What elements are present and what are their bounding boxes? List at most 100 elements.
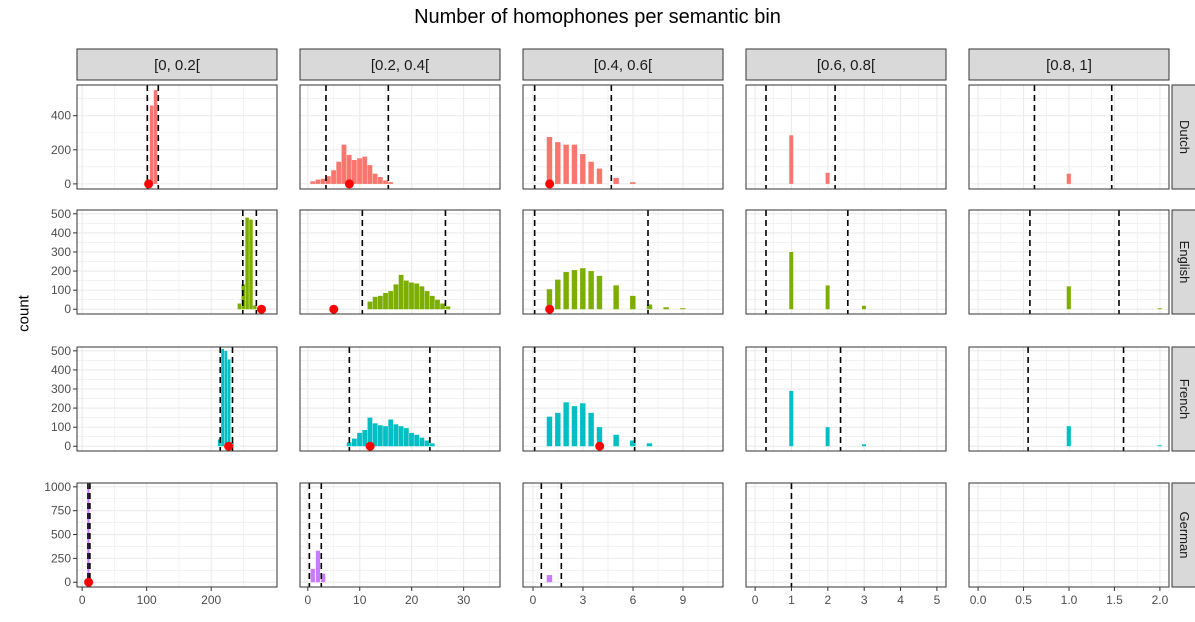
histogram-bar — [403, 280, 409, 310]
panel-background — [300, 85, 500, 189]
row-strip-label: English — [1177, 241, 1192, 284]
column-strip — [76, 48, 278, 81]
histogram-bar — [789, 390, 794, 447]
histogram-bar — [372, 173, 378, 184]
histogram-bar — [555, 279, 561, 310]
histogram-bar — [357, 432, 362, 447]
panel-background — [77, 347, 277, 451]
histogram-bar — [367, 165, 373, 184]
row-strip-label: German — [1177, 512, 1192, 559]
y-tick-label: 500 — [51, 344, 71, 358]
histogram-bar — [351, 160, 357, 184]
x-tick-label: 9 — [680, 593, 687, 607]
panel-border — [76, 346, 278, 452]
histogram-bar — [646, 443, 653, 447]
histogram-bar — [440, 303, 446, 310]
histogram-bar — [571, 144, 578, 184]
panel-border — [745, 482, 947, 588]
histogram-bar — [862, 444, 866, 447]
histogram-bar — [241, 284, 245, 310]
histogram-bar — [310, 181, 316, 184]
histogram-bar — [362, 430, 368, 447]
column-strip — [522, 48, 724, 81]
panel-border — [299, 209, 501, 315]
x-tick-label: 0 — [79, 593, 86, 607]
histogram-bar — [393, 284, 399, 310]
x-tick-label: 30 — [457, 593, 471, 607]
histogram-bar — [372, 296, 378, 310]
x-tick-label: 0 — [752, 593, 759, 607]
observed-point — [545, 179, 555, 189]
y-tick-label: 500 — [51, 207, 71, 221]
histogram-bar — [789, 135, 794, 184]
histogram-bar — [414, 434, 420, 447]
column-strip — [299, 48, 501, 81]
column-strip-label: [0.4, 0.6[ — [594, 57, 653, 74]
histogram-bar — [253, 305, 257, 310]
panel-border — [745, 84, 947, 190]
histogram-bar — [1157, 445, 1162, 447]
histogram-bar — [398, 426, 404, 447]
histogram-bar — [825, 427, 830, 447]
observed-point — [545, 304, 555, 314]
x-tick-label: 5 — [934, 593, 941, 607]
x-tick-label: 1.5 — [1106, 593, 1123, 607]
histogram-bar — [393, 424, 399, 447]
histogram-bar — [346, 154, 352, 184]
column-strip-label: [0.2, 0.4[ — [371, 57, 430, 74]
y-tick-label: 100 — [51, 283, 71, 297]
x-tick-label: 100 — [137, 593, 157, 607]
y-tick-label: 300 — [51, 245, 71, 259]
histogram-bar — [588, 161, 594, 184]
panel-border — [968, 209, 1170, 315]
histogram-bar — [825, 172, 830, 184]
histogram-bar — [563, 272, 569, 310]
chart-title: Number of homophones per semantic bin — [414, 6, 781, 28]
histogram-bar — [224, 350, 228, 447]
x-tick-label: 0 — [530, 593, 537, 607]
y-tick-label: 400 — [51, 363, 71, 377]
histogram-bar — [237, 303, 242, 310]
histogram-bar — [341, 144, 347, 184]
histogram-bar — [630, 182, 636, 184]
histogram-bar — [357, 158, 362, 184]
histogram-bar — [563, 402, 569, 447]
x-tick-label: 2 — [824, 593, 831, 607]
histogram-bar — [383, 293, 388, 310]
histogram-bar — [571, 270, 578, 310]
histogram-bar — [580, 154, 586, 184]
histogram-bar — [546, 416, 553, 447]
x-tick-label: 20 — [405, 593, 419, 607]
histogram-bar — [388, 419, 394, 447]
histogram-bar — [315, 550, 321, 583]
histogram-bar — [571, 406, 578, 447]
x-tick-label: 6 — [630, 593, 637, 607]
histogram-bar — [646, 304, 653, 310]
histogram-bar — [596, 275, 603, 310]
y-tick-label: 750 — [51, 504, 71, 518]
observed-point — [365, 441, 375, 451]
row-strip — [1171, 346, 1195, 452]
panel-border — [299, 482, 501, 588]
panel-border — [522, 84, 724, 190]
histogram-bar — [630, 295, 636, 310]
histogram-bar — [596, 427, 603, 447]
y-tick-label: 300 — [51, 382, 71, 396]
histogram-bar — [221, 348, 225, 447]
histogram-bar — [663, 307, 669, 310]
histogram-bar — [346, 442, 352, 447]
row-strip — [1171, 482, 1195, 588]
panel-border — [745, 209, 947, 315]
histogram-bar — [245, 217, 249, 310]
x-tick-label: 1 — [788, 593, 795, 607]
histogram-bar — [555, 412, 561, 447]
histogram-bar — [1066, 286, 1071, 310]
panel-border — [522, 346, 724, 452]
histogram-bar — [1157, 308, 1162, 310]
column-strip — [745, 48, 947, 81]
x-tick-label: 200 — [201, 593, 221, 607]
histogram-bar — [409, 282, 414, 310]
histogram-bar — [789, 251, 794, 310]
panel-border — [968, 346, 1170, 452]
